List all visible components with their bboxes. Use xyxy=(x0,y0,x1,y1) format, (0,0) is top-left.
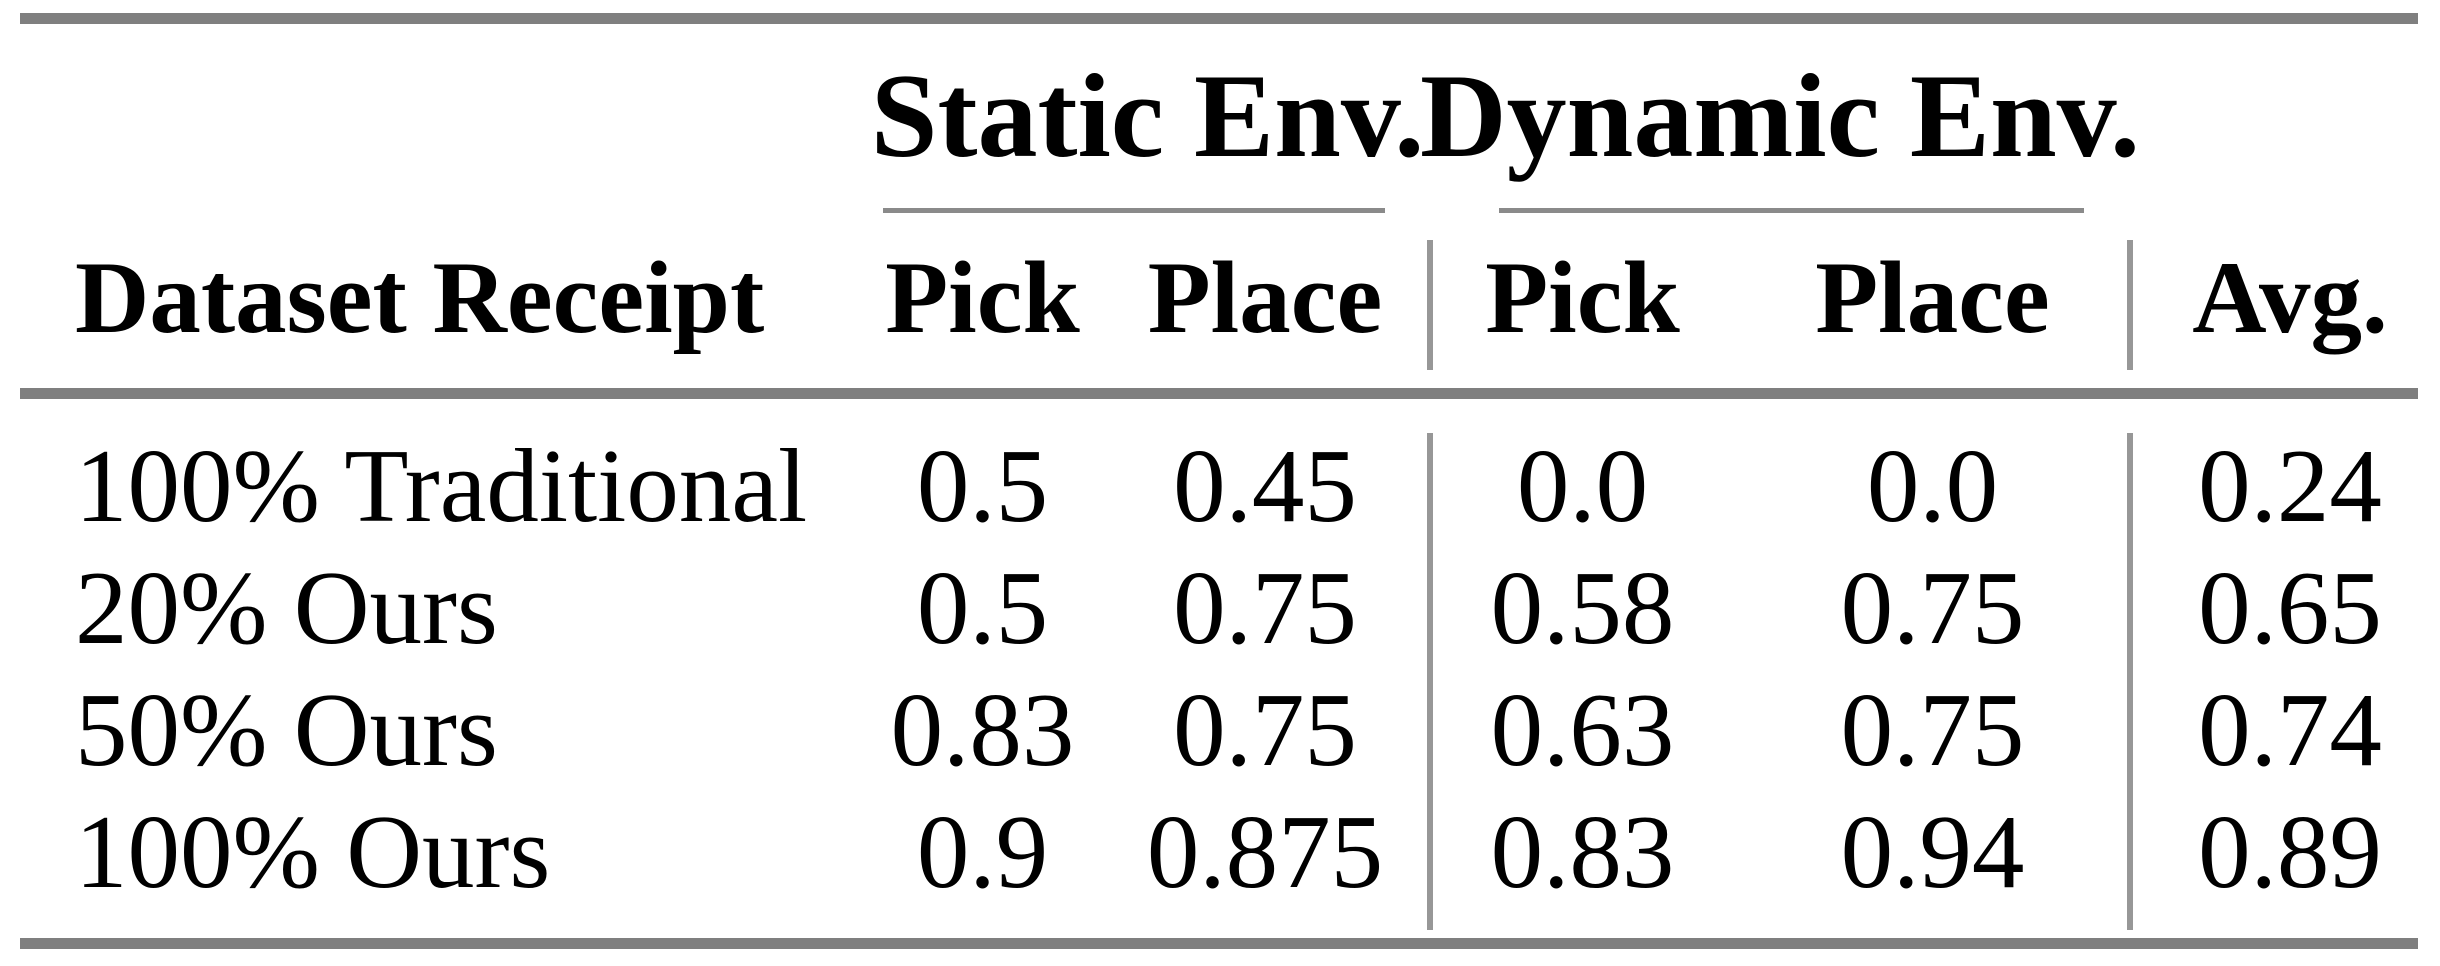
group-header-dynamic-env: Dynamic Env. xyxy=(1419,49,2141,182)
cell-dynamic-pick: 0.58 xyxy=(1490,548,1675,666)
column-header-static-place: Place xyxy=(1147,240,1383,355)
cell-avg: 0.89 xyxy=(2198,792,2382,910)
vertical-separator-static-dynamic-header xyxy=(1427,240,1433,370)
column-header-static-pick: Pick xyxy=(885,240,1080,355)
cell-dynamic-pick: 0.63 xyxy=(1490,670,1675,788)
cell-dynamic-pick: 0.83 xyxy=(1490,792,1675,910)
cell-dynamic-pick: 0.0 xyxy=(1516,426,1649,544)
row-label: 20% Ours xyxy=(75,548,498,666)
column-header-dataset-receipt: Dataset Receipt xyxy=(75,240,765,355)
group-header-static-env: Static Env. xyxy=(870,49,1425,182)
cell-dynamic-place: 0.75 xyxy=(1840,548,2025,666)
cell-static-place: 0.75 xyxy=(1173,670,1357,788)
row-label: 100% Traditional xyxy=(75,426,808,544)
cell-static-pick: 0.83 xyxy=(890,670,1075,788)
static-env-cmidrule xyxy=(883,208,1385,213)
cell-static-place: 0.875 xyxy=(1146,792,1384,910)
cell-avg: 0.24 xyxy=(2198,426,2382,544)
cell-static-place: 0.75 xyxy=(1173,548,1357,666)
cell-static-pick: 0.5 xyxy=(916,548,1049,666)
cell-static-pick: 0.5 xyxy=(916,426,1049,544)
table-top-rule xyxy=(20,13,2418,24)
cell-static-place: 0.45 xyxy=(1173,426,1357,544)
table-header-rule xyxy=(20,388,2418,399)
vertical-separator-dynamic-avg-body xyxy=(2127,433,2133,930)
table-bottom-rule xyxy=(20,938,2418,949)
cell-dynamic-place: 0.75 xyxy=(1840,670,2025,788)
cell-avg: 0.65 xyxy=(2198,548,2382,666)
results-table: Static Env. Dynamic Env. Dataset Receipt… xyxy=(20,24,2420,912)
cell-dynamic-place: 0.0 xyxy=(1866,426,1999,544)
column-header-avg: Avg. xyxy=(2192,240,2388,355)
cell-dynamic-place: 0.94 xyxy=(1840,792,2025,910)
row-label: 50% Ours xyxy=(75,670,498,788)
cell-avg: 0.74 xyxy=(2198,670,2382,788)
vertical-separator-dynamic-avg-header xyxy=(2127,240,2133,370)
row-label: 100% Ours xyxy=(75,792,551,910)
column-header-dynamic-pick: Pick xyxy=(1485,240,1680,355)
column-header-dynamic-place: Place xyxy=(1815,240,2050,355)
dynamic-env-cmidrule xyxy=(1499,208,2084,213)
cell-static-pick: 0.9 xyxy=(916,792,1049,910)
vertical-separator-static-dynamic-body xyxy=(1427,433,1433,930)
